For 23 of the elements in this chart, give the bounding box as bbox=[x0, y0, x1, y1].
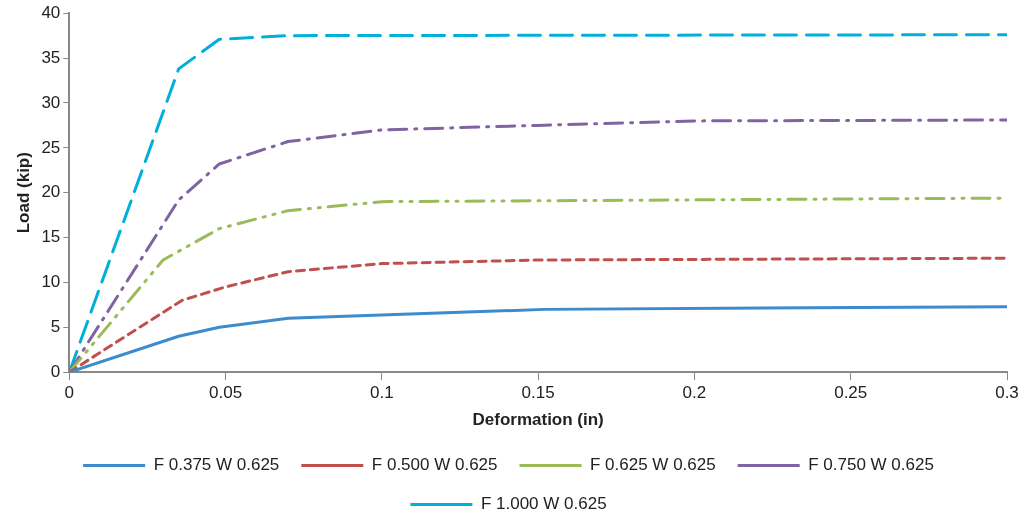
y-tick-label: 40 bbox=[41, 2, 61, 22]
x-tick-label: 0 bbox=[64, 383, 75, 403]
x-tick-label: 0.1 bbox=[370, 383, 394, 403]
y-tick-label: 30 bbox=[41, 92, 61, 112]
y-tick-label: 35 bbox=[41, 47, 61, 67]
y-tick-label: 10 bbox=[41, 272, 61, 292]
x-axis-title: Deformation (in) bbox=[472, 410, 604, 430]
legend-label: F 0.500 W 0.625 bbox=[371, 455, 498, 475]
y-tick-label: 5 bbox=[50, 317, 61, 337]
x-tick-label: 0.05 bbox=[209, 383, 243, 403]
legend-label: F 0.750 W 0.625 bbox=[808, 455, 934, 475]
x-tick-label: 0.3 bbox=[995, 383, 1019, 403]
y-tick-label: 25 bbox=[41, 137, 61, 157]
legend-label: F 0.625 W 0.625 bbox=[590, 455, 716, 475]
y-tick-label: 0 bbox=[50, 361, 61, 381]
y-tick-label: 20 bbox=[41, 182, 61, 202]
y-tick-label: 15 bbox=[41, 227, 61, 247]
x-tick-label: 0.15 bbox=[521, 383, 555, 403]
y-axis-title: Load (kip) bbox=[13, 152, 33, 234]
x-tick-label: 0.2 bbox=[682, 383, 707, 403]
legend-label: F 1.000 W 0.625 bbox=[480, 494, 607, 514]
legend-label: F 0.375 W 0.625 bbox=[153, 455, 280, 475]
x-tick-label: 0.25 bbox=[834, 383, 868, 403]
